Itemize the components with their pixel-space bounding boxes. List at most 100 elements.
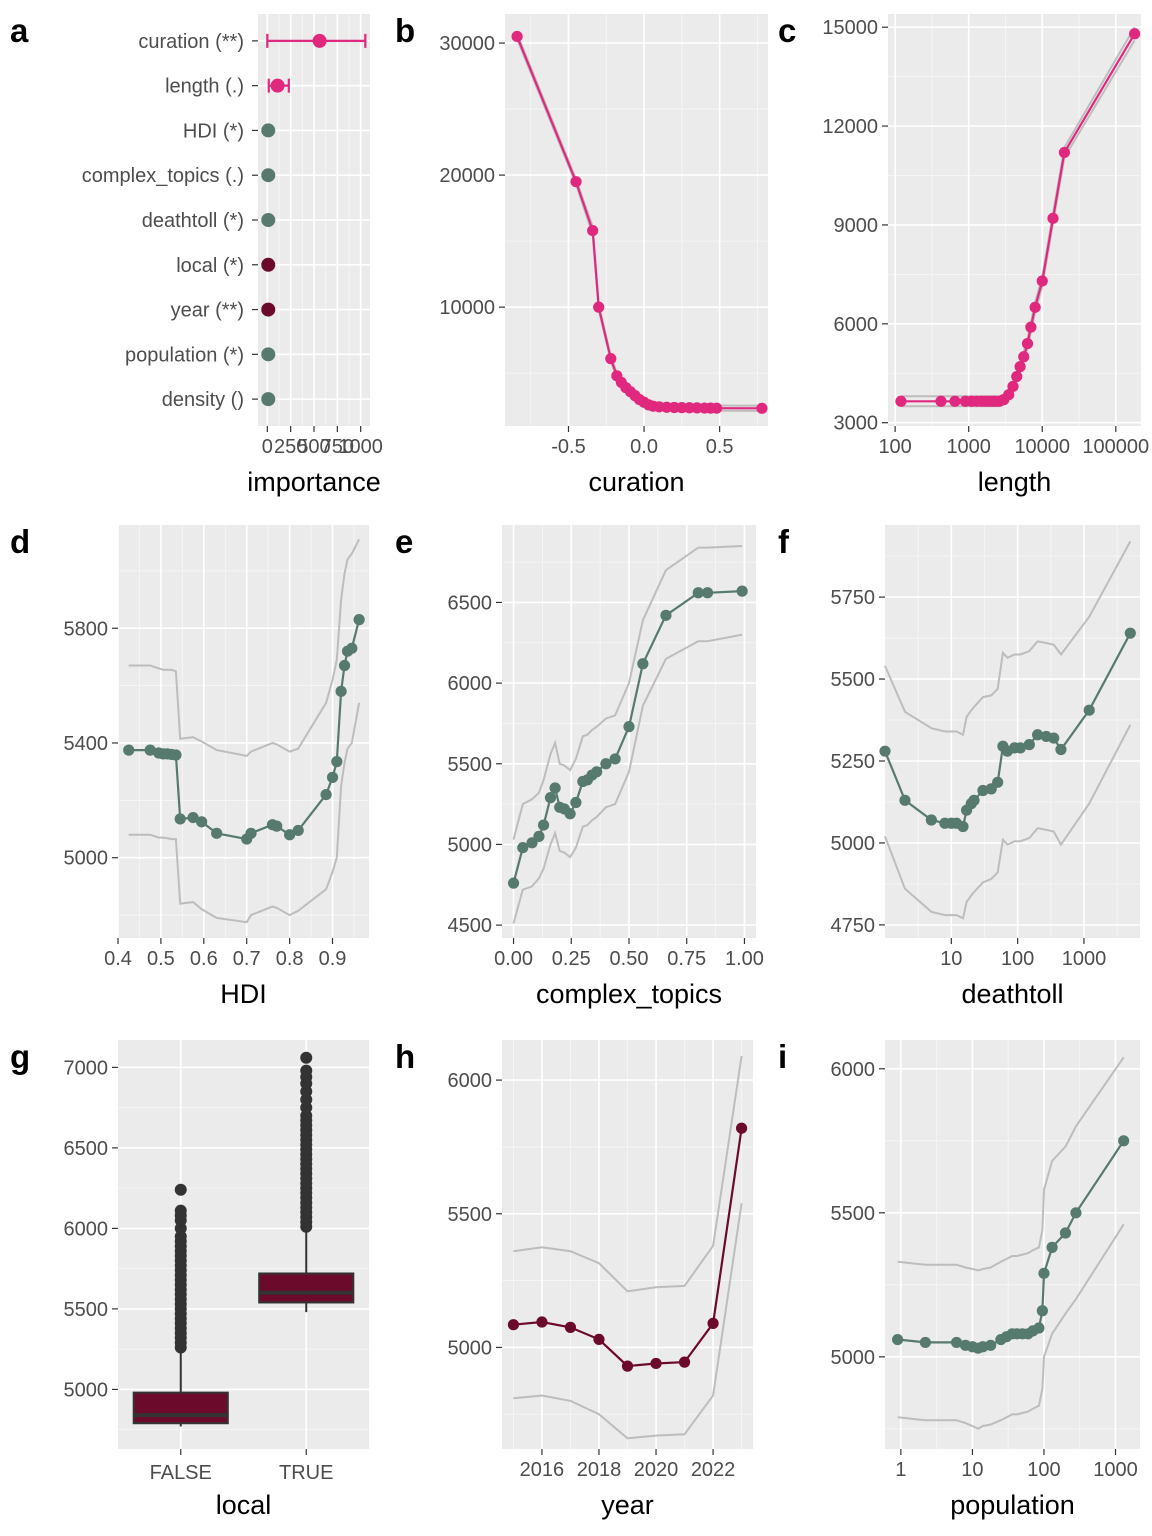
- category-label: deathtoll (*): [142, 210, 244, 232]
- outlier-point: [300, 1051, 313, 1064]
- lower-bound-line: [884, 724, 1132, 920]
- x-axis-title: local: [216, 1490, 272, 1520]
- data-point: [1055, 743, 1067, 756]
- panel-e: e 0.00 0.25 0.50 0.75 1.00 4500 5000 5500 6000 650…: [395, 523, 764, 1009]
- data-point: [533, 830, 545, 842]
- y-tick-label: 5500: [448, 754, 493, 776]
- x-axis-title: importance: [247, 467, 381, 497]
- data-point: [174, 813, 186, 825]
- category-label: curation (**): [138, 31, 244, 53]
- panel-tag: a: [10, 12, 29, 49]
- x-tick-label: 100: [1027, 1459, 1060, 1481]
- y-tick-label: 9000: [834, 215, 879, 237]
- category-label: length (.): [165, 76, 244, 98]
- importance-point: [261, 213, 276, 227]
- x-tick-label: 0.7: [233, 948, 261, 970]
- x-tick-label: 10000: [1014, 436, 1070, 458]
- y-tick-label: 7000: [64, 1057, 109, 1079]
- box: [258, 1272, 355, 1304]
- data-point: [621, 1360, 634, 1372]
- y-tick-label: 5500: [831, 669, 876, 691]
- data-point: [245, 827, 257, 839]
- panel-tag: c: [778, 12, 796, 49]
- x-axis-title: year: [601, 1490, 654, 1520]
- y-tick-label: 12000: [822, 116, 878, 138]
- data-point: [170, 749, 182, 761]
- x-tick-label: -0.5: [551, 436, 585, 458]
- data-point: [549, 782, 561, 794]
- data-point: [756, 402, 768, 414]
- x-tick-label: 1: [895, 1459, 906, 1481]
- data-point: [623, 721, 635, 733]
- x-tick-label: 0.25: [552, 948, 591, 970]
- data-point: [1011, 370, 1023, 383]
- x-tick-label: 0: [262, 436, 273, 458]
- data-point: [895, 395, 907, 407]
- data-point: [1128, 28, 1141, 40]
- data-point: [605, 353, 617, 365]
- x-axis-title: curation: [588, 467, 684, 497]
- x-tick-label: 2018: [577, 1459, 622, 1481]
- x-axis-title: complex_topics: [536, 979, 722, 1009]
- data-point: [609, 753, 621, 765]
- data-point: [1038, 1267, 1050, 1279]
- data-point: [1059, 1227, 1072, 1239]
- data-point: [346, 642, 358, 654]
- panel-d: d 0.4 0.5 0.6 0.7 0.8 0.9 5000 5400 5800 HDI: [10, 523, 369, 1009]
- x-tick-label: 0.75: [667, 948, 706, 970]
- data-point: [1014, 361, 1026, 373]
- data-point: [517, 842, 529, 854]
- data-point: [564, 1321, 577, 1333]
- x-tick-label: 500: [297, 436, 330, 458]
- data-point: [660, 609, 672, 621]
- x-axis-title: length: [978, 467, 1052, 497]
- panel-a: a curation (**) length (.) HDI (*) complex_t…: [10, 12, 383, 497]
- panel-tag: f: [778, 523, 790, 560]
- data-point: [1007, 380, 1019, 393]
- data-point: [950, 1336, 963, 1349]
- x-tick-label: 0.5: [706, 436, 734, 458]
- data-point: [284, 829, 296, 841]
- data-point: [949, 395, 961, 407]
- data-point: [570, 796, 582, 809]
- data-point: [692, 587, 704, 599]
- panel-background: [885, 525, 1140, 938]
- importance-point: [261, 168, 276, 183]
- data-point: [544, 792, 557, 804]
- data-point: [1036, 1305, 1048, 1317]
- data-point: [1048, 732, 1060, 744]
- data-point: [507, 1319, 520, 1331]
- x-tick-label: 0.4: [104, 948, 132, 970]
- importance-point: [261, 302, 276, 317]
- data-point: [650, 1357, 662, 1370]
- x-tick-label: 1000: [1062, 948, 1107, 970]
- x-tick-label: 0.6: [190, 948, 218, 970]
- data-point: [935, 395, 947, 407]
- y-tick-label: 6000: [834, 314, 879, 336]
- y-tick-label: 5750: [831, 587, 876, 609]
- lower-bound-line: [512, 633, 743, 924]
- data-point: [678, 1356, 691, 1368]
- outlier-point: [174, 1204, 187, 1217]
- data-point: [1083, 704, 1095, 716]
- data-point: [711, 402, 723, 414]
- category-label: year (**): [171, 300, 244, 322]
- upper-bound-line: [897, 1056, 1125, 1272]
- y-tick-label: 5000: [64, 848, 109, 870]
- upper-bound-line: [884, 540, 1132, 737]
- data-point: [511, 30, 523, 43]
- data-point: [1124, 627, 1136, 639]
- data-point: [338, 659, 351, 672]
- data-point: [593, 1333, 605, 1345]
- data-point: [1018, 351, 1030, 363]
- x-tick-label: 100: [1001, 948, 1034, 970]
- data-point: [1032, 729, 1044, 741]
- y-tick-label: 5500: [448, 1204, 493, 1226]
- data-point: [891, 1333, 904, 1346]
- data-point: [570, 176, 582, 188]
- x-tick-label: 1000: [1093, 1459, 1138, 1481]
- panel-tag: b: [395, 12, 415, 49]
- y-tick-label: 6000: [448, 1070, 493, 1092]
- data-point: [735, 1122, 748, 1134]
- y-tick-label: 5800: [64, 618, 109, 640]
